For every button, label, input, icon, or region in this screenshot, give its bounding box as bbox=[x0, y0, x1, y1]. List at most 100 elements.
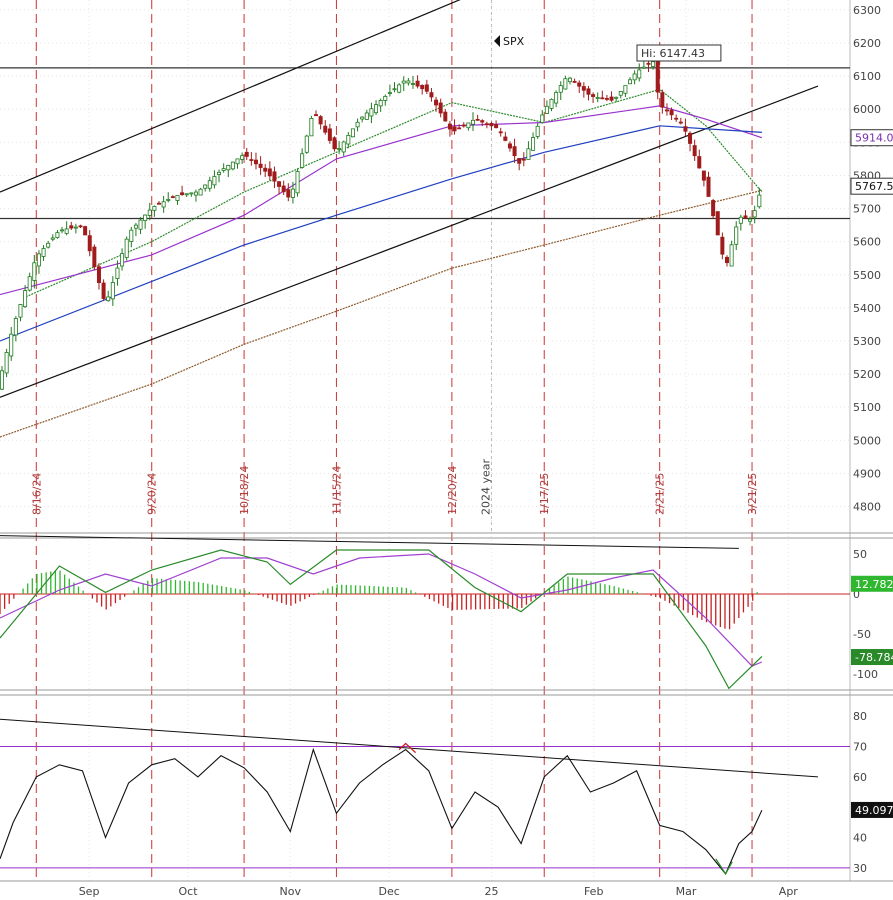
price-tick-label: 4800 bbox=[853, 501, 881, 514]
candle-body bbox=[55, 232, 60, 238]
candle-body bbox=[457, 127, 462, 130]
candle-body bbox=[480, 120, 485, 123]
candle-body bbox=[429, 92, 434, 98]
candle-body bbox=[337, 148, 342, 150]
candle-body bbox=[563, 78, 568, 90]
candle-body bbox=[129, 229, 134, 242]
expiry-marker-label: 9/20/24 bbox=[146, 473, 159, 515]
candle-body bbox=[36, 253, 41, 267]
candle-body bbox=[115, 267, 120, 280]
candle-body bbox=[447, 123, 452, 130]
macd-signal-line bbox=[0, 553, 763, 667]
macd-panel: 50 0 -50 -100 12.78235 -78.7844 bbox=[0, 535, 893, 691]
candle-body bbox=[244, 151, 249, 157]
candle-body bbox=[360, 116, 365, 120]
candle-body bbox=[101, 282, 106, 299]
candle-body bbox=[304, 135, 309, 153]
candle-body bbox=[641, 66, 646, 69]
candle-body bbox=[138, 219, 143, 230]
rsi-tick-label: 80 bbox=[853, 710, 867, 723]
candle-body bbox=[300, 153, 305, 168]
x-axis-month-label: Apr bbox=[779, 885, 799, 898]
candle-body bbox=[743, 215, 748, 219]
rsi-tick-label: 40 bbox=[853, 832, 867, 845]
candle-body bbox=[669, 109, 674, 116]
candle-body bbox=[683, 126, 688, 132]
candle-body bbox=[217, 171, 222, 175]
candle-body bbox=[180, 192, 185, 196]
candle-body bbox=[253, 159, 258, 165]
candle-body bbox=[420, 84, 425, 90]
candle-body bbox=[748, 218, 753, 222]
candle-body bbox=[512, 146, 517, 157]
last-price-tag-bg bbox=[850, 177, 893, 195]
candle-body bbox=[434, 99, 439, 106]
candle-body bbox=[452, 126, 457, 132]
candle-body bbox=[724, 256, 729, 264]
candle-body bbox=[387, 92, 392, 95]
rsi-trend-line bbox=[0, 718, 819, 778]
candle-body bbox=[230, 161, 235, 170]
candle-body bbox=[715, 211, 720, 236]
price-tick-label: 5100 bbox=[853, 401, 881, 414]
candle-body bbox=[595, 97, 600, 99]
candle-body bbox=[83, 226, 88, 236]
price-tick-label: 6300 bbox=[853, 4, 881, 17]
candle-body bbox=[170, 196, 175, 199]
price-tick-label: 4900 bbox=[853, 467, 881, 480]
candle-body bbox=[604, 98, 609, 100]
rsi-panel: 80706050403049.0974 bbox=[0, 694, 893, 876]
candle-body bbox=[92, 246, 97, 268]
high-annotation: Hi: 6147.43 bbox=[641, 47, 705, 60]
candle-body bbox=[143, 214, 148, 221]
macd-histogram-tag: 12.78235 bbox=[855, 578, 893, 591]
candle-body bbox=[526, 148, 531, 160]
candle-body bbox=[600, 97, 605, 100]
symbol-label: SPX bbox=[503, 35, 525, 48]
price-tick-label: 5500 bbox=[853, 269, 881, 282]
x-axis: Sep Oct Nov Dec 25 Feb Mar Apr bbox=[0, 880, 893, 900]
candle-body bbox=[517, 158, 522, 164]
candle-body bbox=[507, 143, 512, 149]
candle-body bbox=[410, 83, 415, 85]
candle-body bbox=[494, 124, 499, 129]
candle-body bbox=[152, 206, 157, 211]
candle-body bbox=[618, 91, 623, 96]
candle-body bbox=[277, 181, 282, 187]
candle-body bbox=[0, 370, 4, 390]
trend-line bbox=[0, 85, 819, 398]
candle-body bbox=[133, 224, 138, 229]
candle-body bbox=[623, 85, 628, 94]
candle-body bbox=[50, 237, 55, 240]
candle-body bbox=[406, 80, 411, 84]
x-axis-month-label: Mar bbox=[676, 885, 697, 898]
price-tick-label: 6200 bbox=[853, 37, 881, 50]
candle-body bbox=[697, 156, 702, 169]
macd-tick-label: -50 bbox=[853, 628, 871, 641]
macd-trend-line bbox=[0, 535, 739, 549]
rsi-tick-label: 70 bbox=[853, 741, 867, 754]
candle-body bbox=[267, 168, 272, 177]
rsi-line bbox=[0, 747, 763, 875]
rsi-tick-label: 30 bbox=[853, 862, 867, 875]
candle-body bbox=[281, 185, 286, 193]
candle-body bbox=[189, 192, 194, 195]
candle-body bbox=[729, 244, 734, 267]
candle-body bbox=[401, 80, 406, 84]
candle-body bbox=[484, 123, 489, 126]
candle-body bbox=[4, 352, 9, 374]
candle-body bbox=[346, 135, 351, 145]
candle-body bbox=[309, 117, 314, 137]
candle-body bbox=[263, 167, 268, 172]
candle-body bbox=[503, 136, 508, 141]
candle-body bbox=[64, 228, 69, 234]
candle-body bbox=[535, 125, 540, 137]
candle-body bbox=[688, 132, 693, 144]
candle-body bbox=[706, 176, 711, 197]
macd-tick-label: -100 bbox=[853, 668, 878, 681]
candle-body bbox=[383, 96, 388, 101]
macd-line-tag-bg bbox=[851, 649, 893, 666]
candle-body bbox=[46, 242, 51, 248]
candle-body bbox=[637, 69, 642, 79]
